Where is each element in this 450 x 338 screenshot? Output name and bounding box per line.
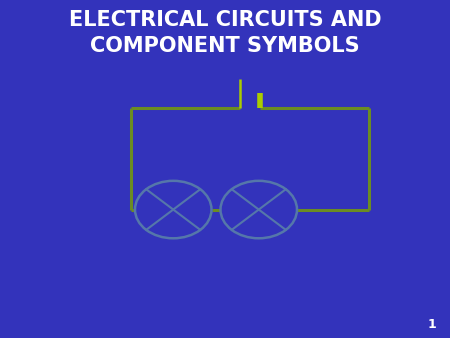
Text: 1: 1 <box>428 318 436 331</box>
Text: ELECTRICAL CIRCUITS AND
COMPONENT SYMBOLS: ELECTRICAL CIRCUITS AND COMPONENT SYMBOL… <box>69 10 381 56</box>
